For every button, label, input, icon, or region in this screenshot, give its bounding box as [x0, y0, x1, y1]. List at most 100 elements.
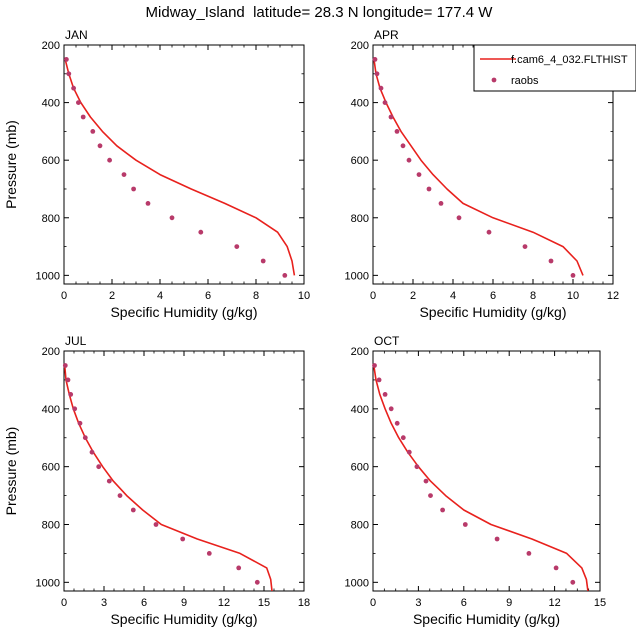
x-tick-label: 6	[490, 290, 496, 302]
raobs-point	[372, 57, 378, 62]
raobs-point	[400, 143, 406, 149]
x-tick-label: 6	[205, 290, 211, 302]
raobs-point	[145, 201, 151, 206]
y-tick-label: 800	[351, 519, 369, 531]
raobs-point	[80, 114, 86, 120]
y-tick-label: 1000	[345, 577, 369, 589]
raobs-point	[121, 172, 127, 178]
y-tick-label: 600	[42, 462, 60, 474]
y-axis-title: Pressure (mb)	[3, 120, 19, 209]
y-tick-label: 400	[351, 404, 369, 416]
raobs-point	[522, 244, 528, 250]
raobs-point	[169, 215, 175, 221]
y-tick-label: 200	[351, 346, 369, 358]
y-tick-label: 800	[42, 213, 60, 225]
raobs-point	[76, 100, 81, 105]
x-tick-label: 10	[567, 290, 579, 302]
raobs-point	[414, 464, 420, 470]
raobs-point	[65, 377, 71, 383]
model-line-oct	[373, 365, 589, 591]
raobs-point	[394, 129, 400, 134]
raobs-point	[374, 71, 380, 77]
raobs-point	[406, 157, 412, 163]
raobs-point	[106, 478, 112, 484]
raobs-point	[130, 507, 136, 513]
x-tick-label: 0	[61, 597, 67, 609]
raobs-point	[117, 493, 123, 498]
raobs-point	[72, 406, 78, 412]
legend-obs-marker	[491, 77, 497, 83]
raobs-point	[486, 229, 492, 235]
raobs-point	[282, 273, 288, 278]
x-tick-label: 4	[450, 290, 456, 302]
x-tick-label: 6	[141, 597, 147, 609]
raobs-point	[438, 201, 444, 206]
raobs-point	[180, 536, 186, 542]
raobs-point	[406, 449, 412, 455]
raobs-point	[71, 85, 76, 91]
raobs-point	[97, 143, 103, 149]
raobs-point	[254, 579, 260, 585]
panel-jul: JUL 0 3 6 9 12 15 18 200 400 600 800 1000 Specific Hu…	[3, 334, 310, 627]
y-tick-label: 1000	[345, 270, 369, 282]
y-tick-label: 400	[42, 404, 60, 416]
panel-label-oct: OCT	[374, 334, 400, 348]
raobs-point	[77, 420, 83, 426]
legend-obs-label: raobs	[511, 75, 539, 87]
raobs-point	[376, 377, 382, 383]
y-tick-label: 600	[42, 155, 60, 167]
x-tick-label: 9	[506, 597, 512, 609]
x-tick-label: 4	[157, 290, 163, 302]
raobs-point	[62, 363, 68, 368]
model-line-jul	[64, 365, 273, 591]
raobs-point	[394, 420, 400, 426]
raobs-point	[90, 129, 96, 134]
raobs-point	[494, 536, 500, 542]
raobs-point	[198, 229, 204, 235]
y-tick-label: 400	[351, 98, 369, 110]
legend: f.cam6_4_032.FLTHIST raobs	[473, 44, 636, 92]
y-tick-label: 1000	[36, 270, 60, 282]
raobs-point	[64, 57, 69, 62]
raobs-point	[234, 244, 240, 250]
panel-jan: JAN 0 2 4 6 8 10 200 400 600 800 1000 Specific Humid…	[3, 28, 310, 320]
x-tick-label: 15	[594, 597, 606, 609]
legend-model-label: f.cam6_4_032.FLTHIST	[511, 54, 628, 66]
y-tick-label: 800	[42, 519, 60, 531]
x-axis-title: Specific Humidity (g/kg)	[110, 611, 257, 627]
raobs-point	[388, 114, 394, 120]
raobs-point	[82, 435, 88, 441]
raobs-point	[68, 392, 74, 397]
x-tick-label: 8	[530, 290, 536, 302]
raobs-point	[462, 522, 468, 527]
raobs-point	[382, 100, 388, 105]
raobs-point	[89, 449, 95, 455]
y-tick-label: 1000	[36, 577, 60, 589]
y-tick-label: 400	[42, 98, 60, 110]
raobs-point	[372, 363, 377, 368]
x-tick-label: 2	[109, 290, 115, 302]
x-tick-label: 2	[410, 290, 416, 302]
raobs-point	[66, 71, 72, 77]
panel-frame	[63, 350, 305, 592]
x-axis-title: Specific Humidity (g/kg)	[110, 304, 257, 320]
raobs-point	[131, 186, 137, 192]
raobs-point	[553, 565, 559, 571]
raobs-point	[153, 522, 159, 527]
x-tick-label: 6	[461, 597, 467, 609]
raobs-point	[96, 464, 102, 470]
panel-frame	[372, 350, 601, 592]
model-line-jan	[64, 59, 296, 276]
y-tick-label: 600	[351, 462, 369, 474]
panel-frame	[63, 44, 305, 285]
y-tick-label: 800	[351, 213, 369, 225]
y-tick-label: 600	[351, 155, 369, 167]
x-tick-label: 15	[258, 597, 270, 609]
raobs-point	[400, 435, 406, 441]
raobs-point	[206, 551, 212, 556]
x-axis-title: Specific Humidity (g/kg)	[419, 304, 566, 320]
raobs-point	[428, 493, 433, 498]
raobs-point	[426, 186, 432, 192]
